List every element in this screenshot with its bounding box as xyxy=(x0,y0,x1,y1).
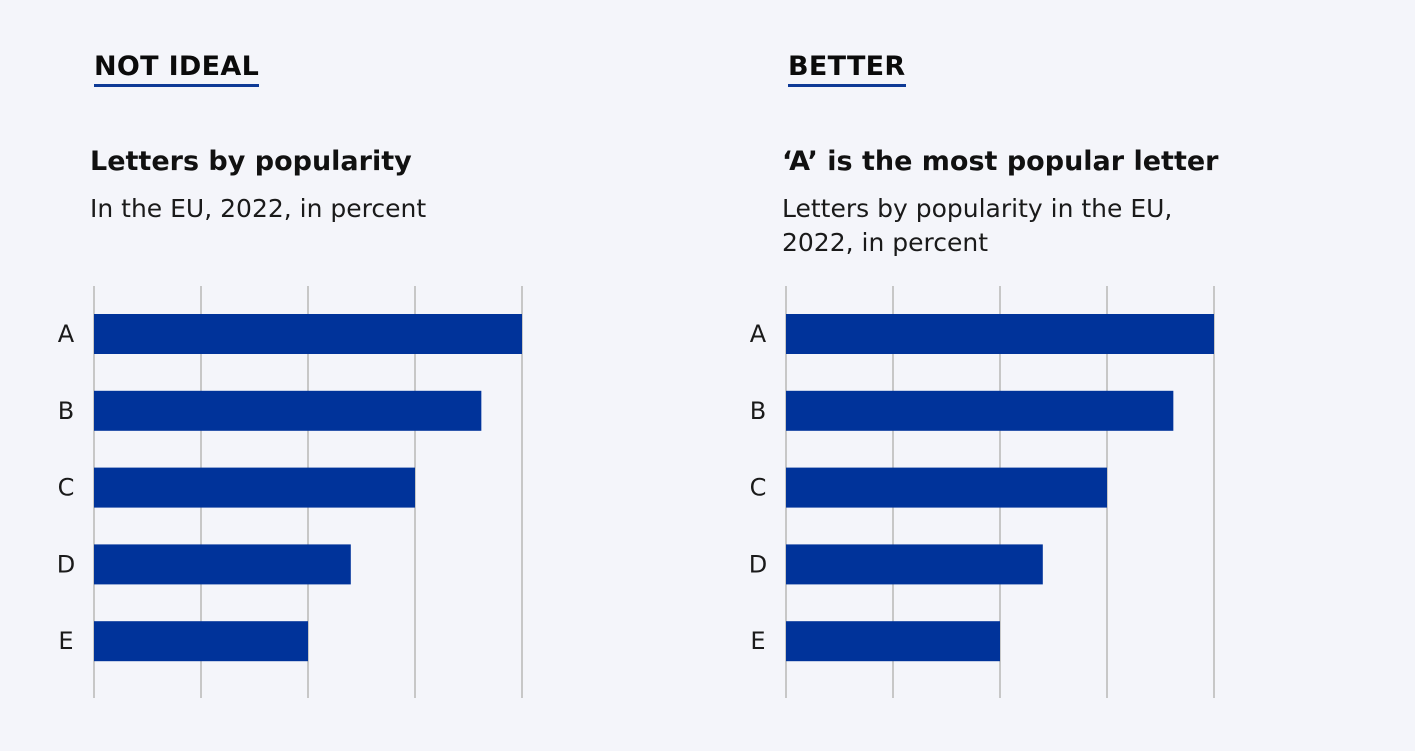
bar-chart: A B C D E xyxy=(57,286,523,698)
category-label: B xyxy=(750,397,766,425)
bar-b xyxy=(94,390,482,431)
category-label: A xyxy=(750,320,767,348)
bar-e xyxy=(94,621,308,662)
panel-better: BETTER ‘A’ is the most popular letter Le… xyxy=(692,0,1352,751)
bar-d xyxy=(94,544,351,585)
category-label: C xyxy=(750,474,767,502)
category-label: C xyxy=(58,474,75,502)
category-label: A xyxy=(58,320,75,348)
category-label: E xyxy=(750,627,765,655)
bar-b xyxy=(786,390,1174,431)
chart-title: ‘A’ is the most popular letter xyxy=(782,146,1219,177)
bar-a xyxy=(94,314,522,354)
category-label: D xyxy=(749,550,767,578)
bar-d xyxy=(786,544,1043,585)
verdict-heading: NOT IDEAL xyxy=(94,52,260,87)
bar-a xyxy=(786,314,1214,354)
category-label: D xyxy=(57,550,75,578)
bar-e xyxy=(786,621,1000,662)
bar-chart: A B C D E xyxy=(749,286,1215,698)
panel-not-ideal: NOT IDEAL Letters by popularity In the E… xyxy=(0,0,660,751)
chart-subtitle: In the EU, 2022, in percent xyxy=(90,194,427,223)
chart-subtitle: Letters by popularity in the EU, 2022, i… xyxy=(782,194,1173,257)
category-label: B xyxy=(58,397,74,425)
category-label: E xyxy=(58,627,73,655)
chart-title: Letters by popularity xyxy=(90,146,412,177)
verdict-heading: BETTER xyxy=(788,52,906,87)
bar-c xyxy=(786,467,1107,508)
bar-c xyxy=(94,467,415,508)
